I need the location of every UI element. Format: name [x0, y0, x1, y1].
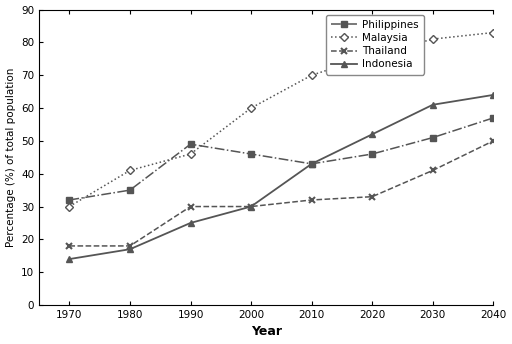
Thailand: [67, 244, 73, 248]
Line: Philippines: Philippines: [66, 115, 497, 203]
Malaysia: [309, 73, 315, 77]
Thailand: [369, 195, 375, 199]
Indonesia: [127, 247, 133, 251]
Indonesia: [248, 204, 254, 208]
Philippines: [309, 162, 315, 166]
Indonesia: [187, 221, 194, 225]
Thailand: [248, 204, 254, 208]
Malaysia: [127, 168, 133, 172]
Malaysia: [248, 106, 254, 110]
Malaysia: [187, 152, 194, 156]
Indonesia: [309, 162, 315, 166]
Philippines: [248, 152, 254, 156]
Malaysia: [490, 31, 497, 35]
Malaysia: [67, 204, 73, 208]
Legend: Philippines, Malaysia, Thailand, Indonesia: Philippines, Malaysia, Thailand, Indones…: [326, 15, 424, 75]
Thailand: [430, 168, 436, 172]
Thailand: [127, 244, 133, 248]
Thailand: [187, 204, 194, 208]
Line: Indonesia: Indonesia: [66, 92, 497, 262]
Philippines: [490, 116, 497, 120]
Indonesia: [67, 257, 73, 261]
Indonesia: [430, 103, 436, 107]
Malaysia: [430, 37, 436, 41]
Philippines: [67, 198, 73, 202]
Philippines: [187, 142, 194, 146]
X-axis label: Year: Year: [251, 325, 282, 338]
Line: Malaysia: Malaysia: [66, 29, 497, 209]
Philippines: [127, 188, 133, 192]
Indonesia: [369, 132, 375, 136]
Malaysia: [369, 53, 375, 57]
Line: Thailand: Thailand: [66, 137, 497, 249]
Philippines: [430, 136, 436, 140]
Thailand: [309, 198, 315, 202]
Philippines: [369, 152, 375, 156]
Indonesia: [490, 93, 497, 97]
Y-axis label: Percentage (%) of total population: Percentage (%) of total population: [6, 68, 15, 247]
Thailand: [490, 139, 497, 143]
